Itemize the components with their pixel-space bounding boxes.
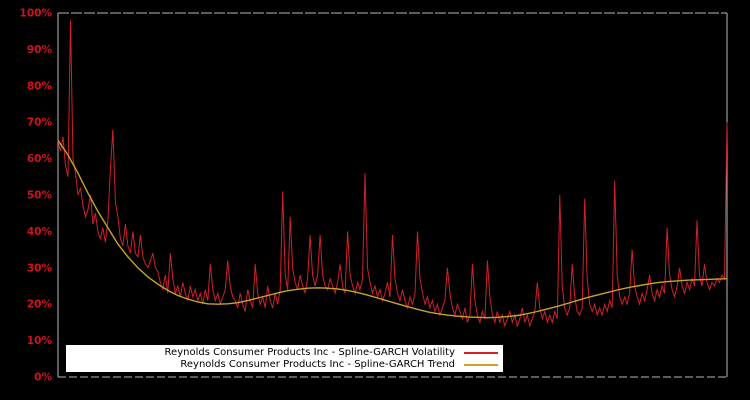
volatility-series-line xyxy=(57,20,728,328)
y-tick-label: 80% xyxy=(27,80,53,92)
chart-legend: Reynolds Consumer Products Inc - Spline-… xyxy=(66,345,503,372)
y-tick-label: 100% xyxy=(20,8,53,20)
legend-entry-trend: Reynolds Consumer Products Inc - Spline-… xyxy=(68,359,498,371)
y-tick-label: 10% xyxy=(27,335,53,347)
y-tick-label: 70% xyxy=(27,117,53,129)
legend-line-volatility-icon xyxy=(464,351,498,354)
y-tick-label: 50% xyxy=(27,190,53,202)
trend-series-line xyxy=(57,140,728,319)
legend-entry-volatility: Reynolds Consumer Products Inc - Spline-… xyxy=(68,347,498,359)
y-tick-label: 20% xyxy=(27,299,53,311)
y-tick-label: 60% xyxy=(27,153,53,165)
legend-label-trend: Reynolds Consumer Products Inc - Spline-… xyxy=(180,358,455,370)
y-tick-label: 30% xyxy=(27,262,53,274)
y-tick-label: 40% xyxy=(27,226,53,238)
y-tick-label: 90% xyxy=(27,44,53,56)
legend-line-trend-icon xyxy=(464,363,498,366)
legend-label-volatility: Reynolds Consumer Products Inc - Spline-… xyxy=(164,346,455,358)
y-tick-label: 0% xyxy=(34,372,52,384)
